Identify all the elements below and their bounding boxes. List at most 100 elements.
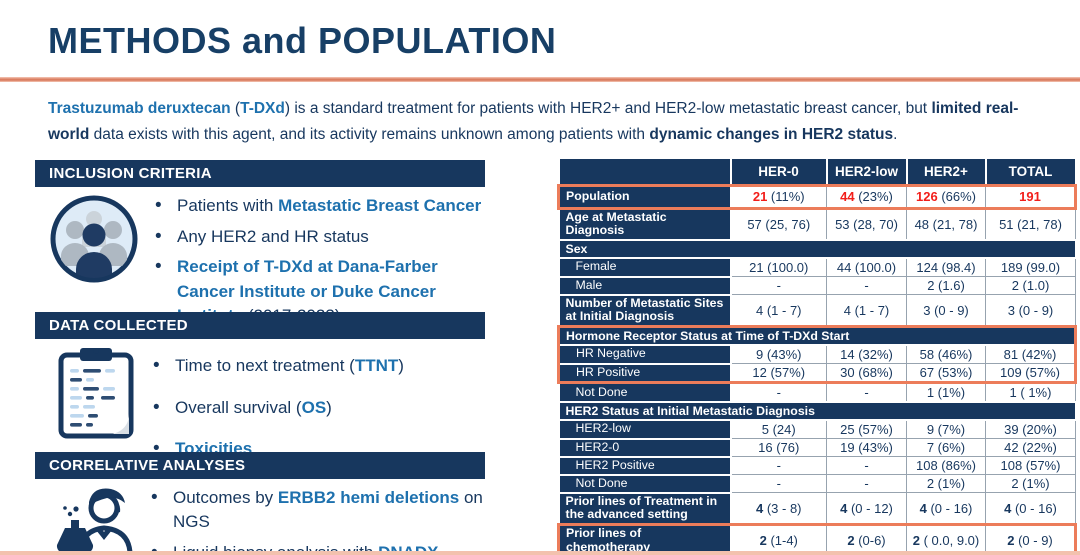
value-lead: 126 <box>916 189 938 204</box>
value-lead: 191 <box>1019 189 1041 204</box>
table-row: HER2-0 16 (76) 19 (43%) 7 (6%) 42 (22%) <box>557 437 1076 458</box>
table-cell: - <box>730 382 827 403</box>
table-cell: 126 (66%) <box>906 183 986 210</box>
text-segment: Liquid biopsy analysis with <box>173 543 379 555</box>
text-segment: limited real-world <box>48 100 1019 144</box>
text-segment: . <box>893 126 898 144</box>
bullet-text: Outcomes by ERBB2 hemi deletions on NGS <box>173 486 495 534</box>
table-cell: - <box>826 456 907 476</box>
row-label-cell: HER2-0 <box>557 437 732 458</box>
table-row: Not Done - -2 (1%) 2 (1%) <box>557 473 1076 494</box>
bullet-text: Time to next treatment (TTNT) <box>175 354 404 378</box>
bullet-item: • Overall survival (OS) <box>153 396 495 421</box>
table-row: HER2-low 5 (24) 25 (57%) 9 (7%) 39 (20%) <box>557 419 1076 440</box>
value-lead: 4 <box>840 500 848 516</box>
text-segment: ) <box>398 356 404 375</box>
table-cell: 108 (57%) <box>985 456 1076 476</box>
row-label-cell: Not Done <box>557 473 732 494</box>
table-cell: 44 (100.0) <box>826 257 907 278</box>
value-lead: 2 <box>759 533 767 549</box>
row-label-cell: Number of Metastatic Sites at Initial Di… <box>557 293 732 328</box>
table-cell: 19 (43%) <box>826 438 907 458</box>
row-label-cell: Age at Metastatic Diagnosis <box>557 206 732 242</box>
table-cell: 25 (57%) <box>826 419 907 440</box>
table-cell: 58 (46%) <box>906 344 986 365</box>
table-cell: 191 <box>985 183 1077 210</box>
table-row: Number of Metastatic Sites at Initial Di… <box>557 293 1076 328</box>
text-segment: Trastuzumab deruxtecan <box>48 100 231 117</box>
table-section-row: Hormone Receptor Status at Time of T-DXd… <box>557 325 1077 347</box>
row-label-cell: Not Done <box>557 381 732 404</box>
table-cell: - <box>826 382 907 403</box>
table-cell: 14 (32%) <box>826 344 907 365</box>
table-cell: 2 (1%) <box>985 474 1076 494</box>
population-table: HER-0 HER2-low HER2+ TOTAL Population 21 (11%… <box>557 157 1077 555</box>
bullet-icon: • <box>155 195 162 216</box>
text-segment: data exists with this agent, and its act… <box>89 126 650 144</box>
text-segment: OS <box>301 397 327 417</box>
table-cell: 7 (6%) <box>906 438 986 458</box>
table-cell: 2 (1.0) <box>985 276 1076 296</box>
table-cell: 21 (11%) <box>730 183 827 210</box>
section-label-cell: Hormone Receptor Status at Time of T-DXd… <box>557 325 1077 347</box>
table-cell: 2 (1-4) <box>730 523 827 555</box>
table-cell: 4 (0 - 16) <box>906 492 986 526</box>
table-row: HER2 Positive - -108 (86%) 108 (57%) <box>557 455 1076 476</box>
table-cell: 108 (86%) <box>906 456 986 476</box>
table-cell: 2 ( 0.0, 9.0) <box>906 523 986 555</box>
text-segment: ( <box>230 100 241 117</box>
table-cell: 12 (57%) <box>730 363 827 385</box>
table-cell: 21 (100.0) <box>730 257 827 278</box>
bullet-item: • Outcomes by ERBB2 hemi deletions on NGS <box>151 486 495 534</box>
bullet-icon: • <box>153 438 160 460</box>
text-segment: Metastatic Breast Cancer <box>278 196 482 215</box>
bullet-icon: • <box>153 355 160 376</box>
table-row: Not Done - -1 (1%) 1 ( 1%) <box>557 381 1076 404</box>
value-lead: 21 <box>752 189 768 204</box>
bullet-icon: • <box>155 256 162 278</box>
section-header-data-collected: DATA COLLECTED <box>35 312 485 339</box>
section-label-cell: HER2 Status at Initial Metastatic Diagno… <box>557 401 1077 422</box>
bullet-icon: • <box>151 542 158 555</box>
scientist-icon <box>49 486 141 555</box>
table-cell: 53 (28, 70) <box>826 207 907 241</box>
table-cell: 5 (24) <box>730 419 827 440</box>
title-divider <box>0 77 1080 82</box>
table-section-row: HER2 Status at Initial Metastatic Diagno… <box>557 401 1077 422</box>
bottom-accent-strip <box>0 551 1080 555</box>
row-label-cell: Prior lines of Treatment in the advanced… <box>557 491 732 526</box>
row-label-cell: HER2 Positive <box>557 455 732 476</box>
value-lead: 44 <box>840 189 855 204</box>
section-correlative-analyses: • Outcomes by ERBB2 hemi deletions on NGS… <box>35 486 495 555</box>
bullet-item: • Any HER2 and HR status <box>155 225 495 250</box>
bullet-icon: • <box>153 396 160 418</box>
table-row: Prior lines of chemotherapy 2 (1-4) 2 (0-6… <box>557 523 1077 555</box>
row-label-cell: Male <box>557 275 732 296</box>
bullet-item: • Patients with Metastatic Breast Cancer <box>155 194 495 219</box>
section-header-inclusion-criteria: INCLUSION CRITERIA <box>35 160 485 187</box>
bullet-text: Liquid biopsy analysis with DNADX <box>173 541 439 555</box>
population-table-container: HER-0 HER2-low HER2+ TOTAL Population 21 (11%… <box>557 157 1077 555</box>
table-cell: 42 (22%) <box>985 438 1076 458</box>
column-header: TOTAL <box>984 157 1077 186</box>
text-segment: on NGS <box>173 488 483 532</box>
value-lead: 4 <box>1004 500 1012 516</box>
table-cell: 4 (1 - 7) <box>826 294 907 328</box>
row-label-cell: HR Positive <box>557 362 732 385</box>
section-header-correlative-analyses: CORRELATIVE ANALYSES <box>35 452 485 479</box>
table-cell: 4 (0 - 12) <box>826 492 907 526</box>
correlative-bullet-list: • Outcomes by ERBB2 hemi deletions on NGS… <box>151 486 495 555</box>
section-label-cell: Sex <box>557 239 1077 260</box>
table-cell: 4 (1 - 7) <box>730 294 827 328</box>
row-label-cell: Female <box>557 257 732 278</box>
value-lead: 4 <box>755 500 764 516</box>
table-row: HR Positive 12 (57%) 30 (68%) 67 (53%) 109 (… <box>557 362 1077 385</box>
table-cell: 9 (43%) <box>730 344 827 365</box>
table-cell: 39 (20%) <box>985 419 1076 440</box>
table-cell: 189 (99.0) <box>985 257 1076 278</box>
row-label-cell: Population <box>557 183 732 210</box>
table-cell: 4 (0 - 16) <box>985 492 1076 526</box>
text-segment: ) <box>326 397 332 417</box>
table-cell: 124 (98.4) <box>906 257 986 278</box>
